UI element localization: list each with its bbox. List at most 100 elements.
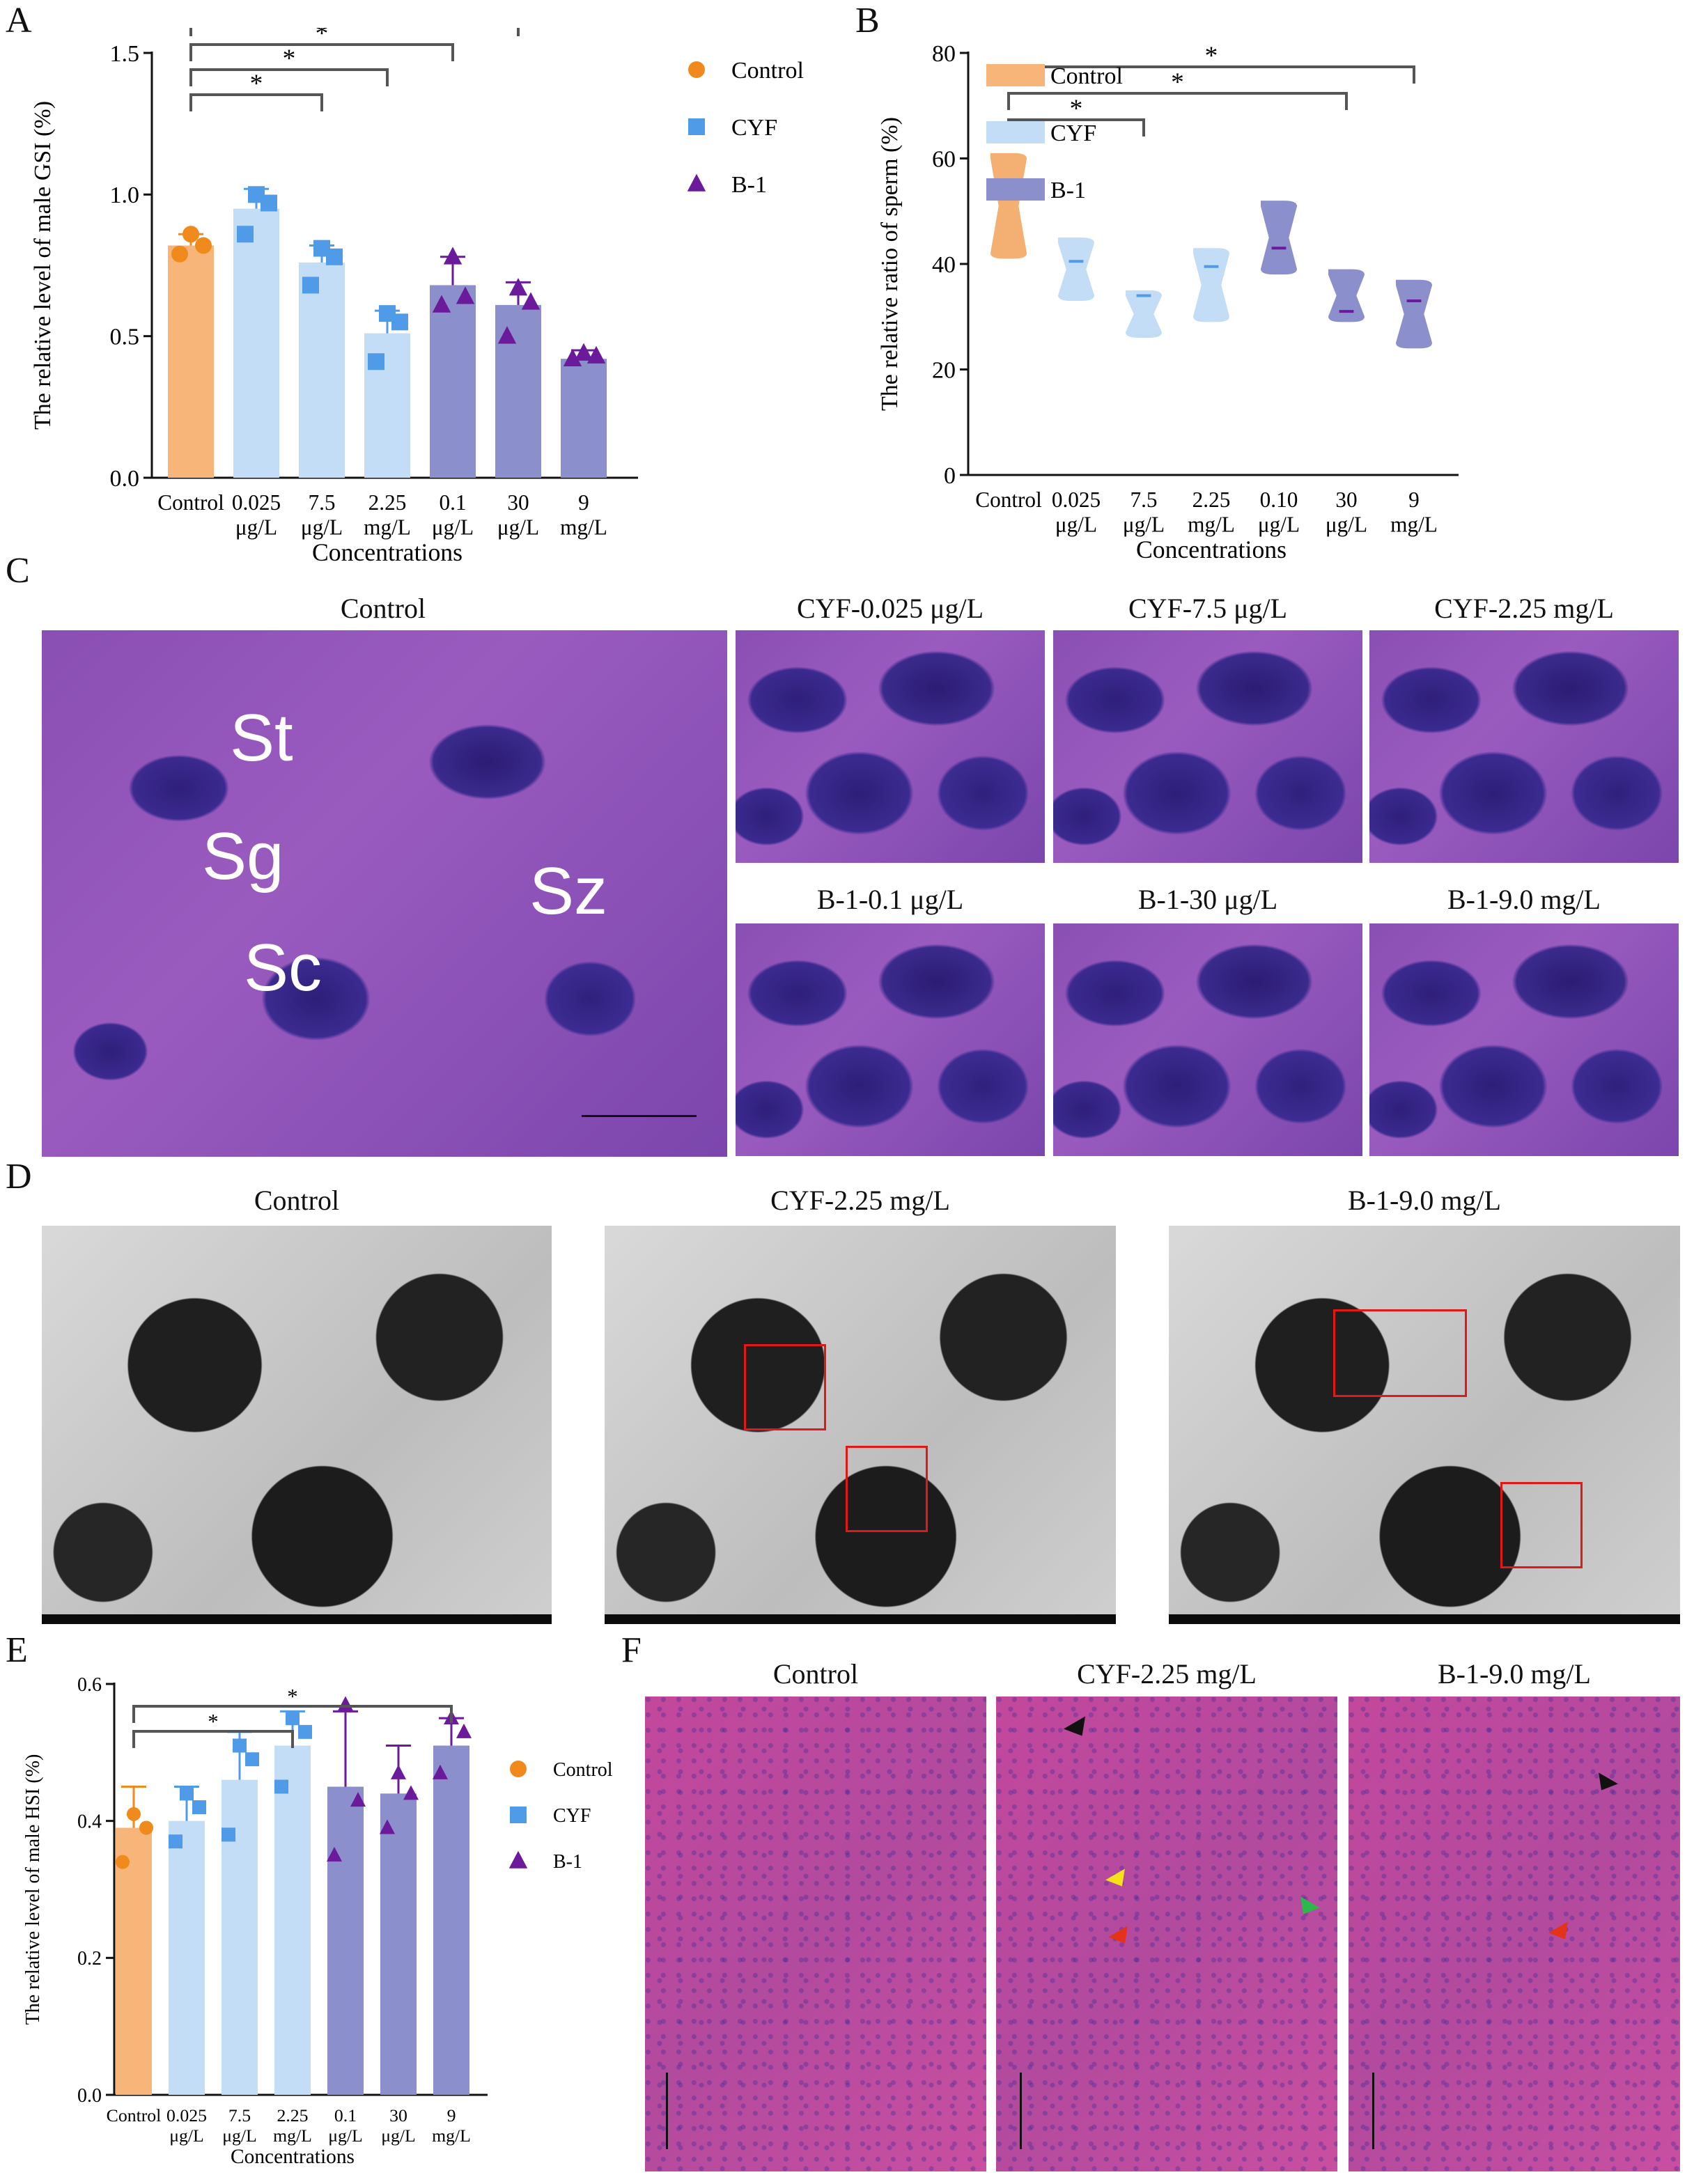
data-point <box>497 326 517 344</box>
data-point <box>192 1800 206 1814</box>
data-point <box>687 173 706 192</box>
x-tick-label: μg/L <box>1123 513 1165 537</box>
bar <box>116 1827 152 2095</box>
panel-label-a: A <box>6 1 32 40</box>
data-point <box>302 276 319 294</box>
scale-bar <box>582 1115 697 1117</box>
data-point <box>508 1850 528 1869</box>
bar <box>430 285 476 478</box>
x-tick-label: μg/L <box>1326 513 1367 537</box>
bar <box>168 245 214 478</box>
f-image-cyf <box>996 1696 1337 2171</box>
significance-label: * <box>287 1685 297 1708</box>
x-tick-label: mg/L <box>273 2126 312 2146</box>
y-tick-label: 20 <box>932 357 956 383</box>
data-point <box>116 1855 130 1869</box>
y-axis-label: The relative level of male GSI (%) <box>30 101 56 430</box>
data-point <box>326 248 343 265</box>
significance-bracket <box>189 28 520 36</box>
x-tick-label: 2.25 <box>368 490 407 515</box>
significance-label: * <box>1205 42 1218 70</box>
data-point <box>443 247 463 265</box>
legend-label: Control <box>731 58 804 84</box>
data-point <box>233 1738 247 1753</box>
legend-label: CYF <box>553 1805 591 1827</box>
data-point <box>338 1696 353 1711</box>
c-title-cyf-75: CYF-7.5 μg/L <box>1128 593 1288 624</box>
bar <box>299 262 345 478</box>
x-tick-label: Control <box>157 490 224 515</box>
legend-swatch <box>986 178 1045 201</box>
data-point <box>586 345 606 364</box>
legend-label: CYF <box>731 115 777 141</box>
data-point <box>391 1764 406 1779</box>
bar <box>233 208 279 478</box>
x-tick-label: 9 <box>578 490 589 515</box>
data-point <box>327 1846 342 1862</box>
bar <box>433 1745 469 2095</box>
legend-swatch <box>986 64 1045 86</box>
black-arrow-icon <box>1592 1772 1618 1796</box>
data-point <box>456 1723 472 1738</box>
label-sg: Sg <box>202 819 284 894</box>
x-tick-label: mg/L <box>432 2126 471 2146</box>
bar <box>561 359 607 478</box>
x-tick-label: μg/L <box>381 2126 416 2146</box>
f-title-b1: B-1-9.0 mg/L <box>1438 1658 1591 1690</box>
label-st: St <box>230 701 293 775</box>
c-image-control: St Sg Sz Sc <box>42 630 727 1157</box>
data-point <box>563 348 582 366</box>
x-tick-label: μg/L <box>1258 513 1300 537</box>
x-tick-label: μg/L <box>235 515 277 540</box>
bar <box>380 1793 417 2095</box>
c-image-b1-30 <box>1053 923 1362 1156</box>
significance-label: * <box>316 28 329 48</box>
significance-label: * <box>208 1710 218 1733</box>
data-point <box>432 295 451 313</box>
panel-label-e: E <box>6 1630 28 1670</box>
x-tick-label: μg/L <box>328 2126 363 2146</box>
x-tick-label: 7.5 <box>1130 488 1157 512</box>
c-image-cyf-0025 <box>736 630 1045 863</box>
c-title-cyf-225: CYF-2.25 mg/L <box>1434 593 1614 624</box>
x-tick-label: 7.5 <box>228 2105 251 2126</box>
c-image-cyf-225 <box>1369 630 1679 863</box>
data-point <box>510 1807 527 1823</box>
d-image-control <box>42 1226 552 1624</box>
data-point <box>688 118 705 135</box>
c-title-b1-90: B-1-9.0 mg/L <box>1447 884 1601 915</box>
f-image-control <box>645 1696 986 2171</box>
scale-bar <box>666 2073 668 2149</box>
x-tick-label: μg/L <box>1055 513 1097 537</box>
highlight-box <box>1333 1309 1467 1397</box>
bar <box>274 1745 311 2095</box>
x-tick-label: Control <box>975 488 1042 512</box>
d-title-control: Control <box>254 1185 340 1216</box>
d-title-cyf: CYF-2.25 mg/L <box>770 1185 950 1216</box>
x-tick-label: mg/L <box>1188 513 1235 537</box>
red-arrow-icon <box>1108 1926 1135 1949</box>
data-point <box>298 1724 312 1739</box>
black-arrow-icon <box>1063 1716 1094 1742</box>
data-point <box>391 313 408 331</box>
legend-swatch <box>986 121 1045 143</box>
x-tick-label: 9 <box>1408 488 1420 512</box>
y-axis-label: The relative level of male HSI (%) <box>22 1754 44 2025</box>
x-tick-label: 0.1 <box>439 490 466 515</box>
x-tick-label: 2.25 <box>277 2105 308 2126</box>
y-tick-label: 0.0 <box>77 2085 102 2107</box>
d-image-cyf <box>605 1226 1116 1624</box>
yellow-arrow-icon <box>1105 1869 1132 1892</box>
data-point <box>180 1786 194 1801</box>
x-tick-label: μg/L <box>169 2126 204 2146</box>
x-tick-label: 0.025 <box>232 490 281 515</box>
significance-bracket <box>189 43 454 61</box>
significance-label: * <box>283 45 296 73</box>
data-point <box>237 226 254 243</box>
x-tick-label: μg/L <box>301 515 343 540</box>
legend-label: Control <box>553 1759 613 1781</box>
panel-label-f: F <box>621 1630 642 1670</box>
x-tick-label: μg/L <box>432 515 474 540</box>
data-point <box>171 245 188 263</box>
data-point <box>222 1827 235 1842</box>
